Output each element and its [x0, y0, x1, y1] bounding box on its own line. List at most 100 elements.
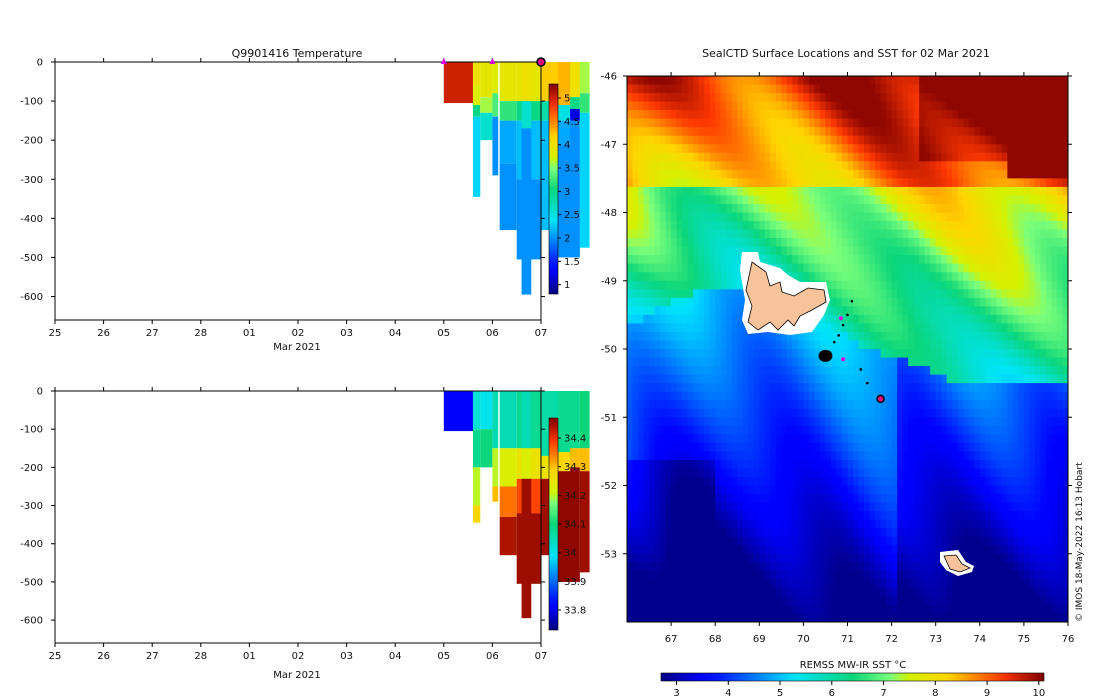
sst-cell [748, 152, 755, 162]
sst-cell [698, 263, 705, 273]
sst-cell [825, 519, 832, 529]
sst-cell [864, 144, 871, 154]
sst-cell [946, 84, 953, 94]
sst-cell [1007, 84, 1014, 94]
sst-cell [709, 391, 716, 401]
sst-cell [946, 221, 953, 231]
sst-cell [687, 127, 694, 137]
sst-cell [902, 101, 909, 111]
sst-cell [660, 169, 667, 179]
sst-cell [858, 127, 865, 137]
sst-cell [1023, 391, 1031, 401]
sst-cell [957, 272, 964, 282]
section-cell [480, 391, 493, 430]
sst-cell [924, 468, 931, 478]
sst-cell [742, 212, 749, 222]
sst-cell [720, 340, 727, 350]
sst-cell [753, 562, 760, 572]
sst-cell [649, 101, 656, 111]
sst-cell [974, 374, 981, 384]
sst-cell [985, 135, 992, 145]
sst-cell [720, 110, 727, 120]
sst-cell [643, 494, 650, 504]
sst-cell [891, 434, 898, 444]
sst-cell [941, 494, 948, 504]
sst-cell [968, 272, 975, 282]
section-cell [521, 62, 532, 102]
sst-cell [792, 519, 799, 529]
sst-cell [687, 229, 694, 239]
salinity-y-ticks: 0-100-200-300-400-500-600 [20, 387, 545, 627]
sst-cell [1018, 195, 1025, 205]
sst-cell [996, 545, 1003, 555]
sst-cell [941, 434, 948, 444]
sst-cell [803, 161, 810, 171]
sst-cell [897, 280, 904, 290]
sst-cell [946, 494, 953, 504]
sst-cell [830, 255, 838, 265]
sst-cell [737, 383, 744, 393]
sst-cell [764, 400, 771, 410]
sst-cell [737, 536, 744, 546]
sst-cell [715, 144, 722, 154]
sst-cell [1034, 357, 1042, 367]
sst-cell [985, 152, 992, 162]
sst-cell [1012, 186, 1019, 197]
sst-cell [698, 366, 705, 376]
sst-cell [803, 203, 810, 214]
sst-cell [1023, 144, 1031, 154]
sst-cell [676, 485, 683, 495]
sst-cell [775, 570, 782, 580]
sst-cell [742, 135, 749, 145]
x-tick-label: 04 [389, 651, 402, 662]
sst-cell [908, 391, 915, 401]
sst-cell [990, 246, 997, 256]
sst-cell [825, 434, 832, 444]
x-tick-label: 05 [437, 651, 450, 662]
sst-cell [632, 562, 639, 572]
sst-cell [649, 229, 656, 239]
sst-cell [693, 203, 700, 214]
sst-cell [814, 127, 821, 137]
sst-cell [682, 178, 689, 188]
sst-cell [627, 442, 634, 452]
sst-cell [1062, 246, 1068, 256]
sst-cell [704, 511, 711, 521]
sst-cell [1040, 340, 1047, 350]
sst-cell [775, 459, 782, 470]
sst-cell [919, 451, 926, 461]
sst-cell [775, 434, 782, 444]
sst-cell [841, 391, 849, 401]
sst-cell [830, 306, 838, 316]
sst-cell [704, 203, 711, 214]
sst-cell [770, 238, 777, 248]
y-tick-label: -400 [20, 539, 43, 550]
sst-cell [649, 255, 656, 265]
sst-cell [990, 357, 997, 367]
sst-cell [858, 178, 865, 188]
sst-cell [908, 502, 915, 512]
sst-cell [1040, 93, 1047, 103]
sst-cell [825, 135, 832, 145]
sst-cell [792, 459, 799, 470]
sst-cell [704, 297, 711, 307]
sst-cell [627, 263, 634, 273]
sst-cell [660, 186, 667, 197]
sst-cell [704, 451, 711, 461]
sst-cell [643, 246, 650, 256]
sst-cell [968, 331, 975, 342]
sst-cell [726, 519, 733, 529]
sst-cell [660, 357, 667, 367]
sst-cell [632, 280, 639, 290]
sst-cell [875, 349, 882, 359]
sst-cell [720, 195, 727, 205]
sst-cell [731, 186, 738, 197]
section-cell [472, 467, 481, 506]
sst-cell [786, 579, 793, 589]
sst-cell [957, 178, 964, 188]
sst-cell [1018, 570, 1025, 580]
sst-cell [687, 374, 694, 384]
sst-cell [990, 494, 997, 504]
sst-cell [836, 528, 843, 538]
sst-cell [643, 127, 650, 137]
